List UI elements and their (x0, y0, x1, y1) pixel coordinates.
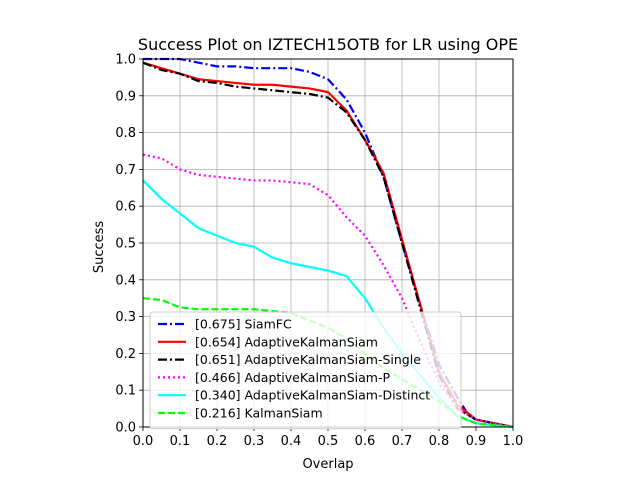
x-tick-label: 0.5 (318, 434, 339, 449)
y-tick-label: 0.1 (115, 384, 136, 399)
legend: [0.675] SiamFC [0.654] AdaptiveKalmanSiam… (149, 311, 462, 430)
y-tick-label: 0.0 (115, 421, 136, 436)
legend-label: [0.466] AdaptiveKalmanSiam-P (195, 370, 390, 385)
y-tick-label: 0.3 (115, 310, 136, 325)
y-axis-title: Success (92, 221, 107, 274)
x-tick-label: 0.7 (392, 434, 413, 449)
legend-label: [0.651] AdaptiveKalmanSiam-Single (195, 352, 421, 367)
series-line-3 (142, 153, 514, 429)
x-tick-label: 1.0 (503, 434, 524, 449)
y-tick-label: 0.9 (115, 89, 136, 104)
y-tick-label: 1.0 (115, 53, 136, 68)
y-tick-label: 0.5 (115, 237, 136, 252)
x-tick-label: 0.3 (244, 434, 265, 449)
x-tick-label: 0.8 (429, 434, 450, 449)
x-tick-label: 0.4 (281, 434, 302, 449)
chart-title: Success Plot on IZTECH15OTB for LR using… (138, 35, 518, 54)
legend-box (149, 311, 462, 430)
axis-ticks: 0.0 0.1 0.2 0.3 0.4 0.5 0.6 0.7 0.8 0.9 1.0 0.0 0.1 0… (115, 53, 523, 450)
x-tick-label: 0.2 (207, 434, 228, 449)
y-tick-label: 0.4 (115, 273, 136, 288)
x-tick-label: 0.0 (133, 434, 154, 449)
y-tick-label: 0.6 (115, 200, 136, 215)
legend-label: [0.340] AdaptiveKalmanSiam-Distinct (195, 388, 430, 403)
series-line-2 (142, 61, 514, 429)
y-tick-label: 0.7 (115, 163, 136, 178)
legend-label: [0.216] KalmanSiam (195, 406, 323, 421)
x-axis-title: Overlap (302, 457, 353, 472)
y-tick-label: 0.2 (115, 347, 136, 362)
x-tick-label: 0.6 (355, 434, 376, 449)
y-tick-label: 0.8 (115, 126, 136, 141)
x-tick-label: 0.1 (170, 434, 191, 449)
legend-label: [0.675] SiamFC (195, 317, 292, 332)
series-line-5 (142, 297, 514, 429)
legend-label: [0.654] AdaptiveKalmanSiam (195, 334, 378, 349)
x-tick-label: 0.9 (466, 434, 487, 449)
